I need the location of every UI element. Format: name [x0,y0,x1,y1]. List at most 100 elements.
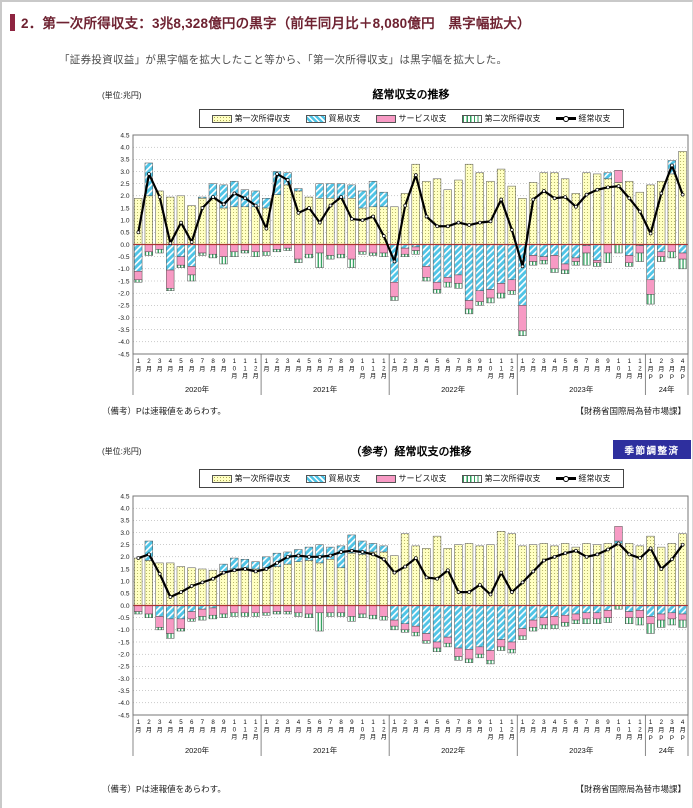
svg-text:1: 1 [243,719,247,726]
svg-text:1: 1 [510,719,514,726]
svg-text:2.0: 2.0 [120,193,129,200]
svg-text:2023年: 2023年 [569,384,594,394]
svg-text:月: 月 [157,727,163,734]
svg-text:月: 月 [669,366,675,373]
svg-text:7: 7 [329,358,333,365]
svg-text:4: 4 [553,358,557,365]
svg-text:-1.5: -1.5 [118,639,130,646]
svg-text:1: 1 [521,358,525,365]
svg-text:6: 6 [318,358,322,365]
svg-text:2: 2 [382,366,386,373]
chart1-note: （備考）Pは速報値をあらわす。 [102,406,226,416]
svg-text:-1.0: -1.0 [118,627,130,634]
svg-text:9: 9 [606,719,610,726]
svg-text:6: 6 [574,719,578,726]
svg-text:6: 6 [190,358,194,365]
svg-text:月: 月 [210,366,216,373]
svg-text:月: 月 [285,727,291,734]
svg-text:月: 月 [487,734,493,741]
svg-text:月: 月 [551,366,557,373]
svg-text:月: 月 [306,366,312,373]
svg-text:2: 2 [382,727,386,734]
svg-text:P: P [670,374,674,381]
svg-text:月: 月 [210,727,216,734]
svg-text:-2.5: -2.5 [118,664,130,671]
svg-text:月: 月 [669,727,675,734]
svg-text:P: P [659,735,663,742]
svg-text:1.0: 1.0 [120,579,129,586]
legend-label: 経常収支 [578,114,611,123]
legend-item-line: 経常収支 [555,473,611,484]
svg-text:0: 0 [617,727,621,734]
svg-text:1: 1 [617,358,621,365]
legend-chip-trade [305,114,326,123]
svg-text:9: 9 [222,358,226,365]
chart1-legend: 第一次所得収支 貿易収支 サービス収支 第二次所得収支 経常収支 [198,109,624,128]
svg-text:7: 7 [585,358,589,365]
legend-label: 経常収支 [578,474,611,483]
chart2-legend: 第一次所得収支 貿易収支 サービス収支 第二次所得収支 経常収支 [198,469,624,488]
svg-text:4: 4 [297,719,301,726]
section-title: 2．第一次所得収支：3兆8,328億円の黒字（前年同月比＋8,080億円 黒字幅… [21,16,531,31]
svg-text:月: 月 [338,366,344,373]
legend-item-primary: 第一次所得収支 [211,473,291,484]
svg-text:9: 9 [606,358,610,365]
svg-text:2.5: 2.5 [120,181,129,188]
svg-text:6: 6 [446,719,450,726]
svg-text:4: 4 [553,719,557,726]
section-header: 2．第一次所得収支：3兆8,328億円の黒字（前年同月比＋8,080億円 黒字幅… [10,12,531,32]
svg-text:2: 2 [510,366,514,373]
svg-text:月: 月 [573,366,579,373]
svg-text:7: 7 [329,719,333,726]
svg-text:8: 8 [596,719,600,726]
legend-chip-secondary [461,474,482,483]
chart2-note: （備考）Pは速報値をあらわす。 [102,784,226,794]
svg-text:2.5: 2.5 [120,542,129,549]
svg-text:月: 月 [616,734,622,741]
svg-text:月: 月 [167,727,173,734]
svg-text:月: 月 [221,727,227,734]
legend-chip-primary [211,114,232,123]
svg-text:1: 1 [499,719,503,726]
svg-text:1: 1 [371,727,375,734]
svg-text:1: 1 [233,358,237,365]
svg-text:8: 8 [339,719,343,726]
svg-text:1: 1 [137,358,141,365]
svg-text:月: 月 [242,734,248,741]
legend-chip-services [375,474,396,483]
svg-text:6: 6 [318,719,322,726]
svg-text:3: 3 [158,358,162,365]
svg-text:-2.0: -2.0 [118,291,130,298]
svg-text:1: 1 [233,719,237,726]
svg-text:月: 月 [253,734,259,741]
svg-text:7: 7 [585,719,589,726]
chart2-plot: 4.5 4.0 3.5 3.0 2.5 2.0 1.5 1.0 0.5 0.0 -0.5 -1.0 -1… [100,493,692,762]
svg-text:-4.0: -4.0 [118,700,130,707]
svg-text:月: 月 [317,727,323,734]
svg-text:1: 1 [254,358,258,365]
svg-text:1: 1 [265,358,269,365]
svg-text:月: 月 [573,727,579,734]
svg-text:月: 月 [413,727,419,734]
svg-text:5: 5 [307,358,311,365]
svg-text:1: 1 [489,358,493,365]
svg-text:1.0: 1.0 [120,218,129,225]
svg-text:8: 8 [596,358,600,365]
svg-text:1: 1 [499,727,503,734]
svg-text:4: 4 [425,719,429,726]
svg-text:2022年: 2022年 [441,384,466,394]
legend-label: 第二次所得収支 [484,474,541,483]
svg-text:月: 月 [616,373,622,380]
svg-text:1: 1 [393,358,397,365]
svg-text:月: 月 [381,734,387,741]
svg-text:月: 月 [648,366,654,373]
svg-text:4.0: 4.0 [120,506,129,513]
svg-text:3.5: 3.5 [120,157,129,164]
svg-text:月: 月 [541,727,547,734]
legend-chip-primary [211,474,232,483]
chart1-unit-label: (単位:兆円) [102,91,142,100]
svg-text:8: 8 [467,358,471,365]
svg-text:24年: 24年 [659,745,675,755]
svg-text:3: 3 [414,719,418,726]
